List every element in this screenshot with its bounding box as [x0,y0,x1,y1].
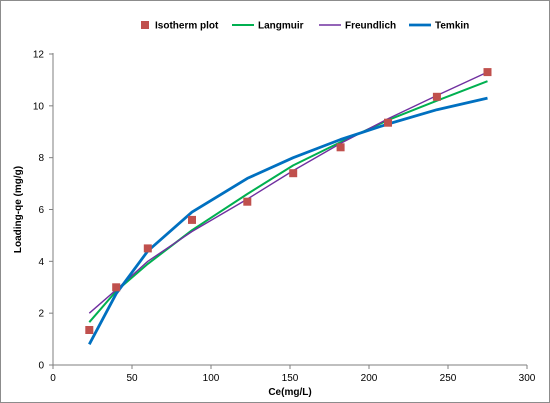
y-tick-label: 8 [38,153,44,164]
plot-area [85,68,492,345]
data-point-marker [143,244,152,253]
y-tick-label: 4 [38,257,44,268]
x-tick-label: 0 [50,373,56,384]
x-tick-label: 50 [126,373,138,384]
data-point-marker [483,68,492,77]
series-line-freundlich [88,71,488,314]
y-tick-label: 12 [33,50,45,61]
data-point-marker [85,326,94,334]
legend-marker-isotherm-plot [141,21,149,29]
y-axis-title: Loading-qe (mg/g) [13,166,24,253]
y-tick-label: 0 [38,361,44,372]
data-point-marker [112,283,121,292]
legend-label: Langmuir [258,21,304,32]
legend-label: Isotherm plot [155,21,219,32]
x-tick-label: 200 [361,373,378,384]
series-line-temkin [88,96,488,345]
axes: 0 50 100 150 200 250 300 0 2 4 6 8 10 12 [33,50,536,385]
x-tick-label: 150 [282,373,299,384]
data-point-marker [384,118,392,127]
data-point-marker [188,215,196,224]
legend-label: Freundlich [345,21,396,32]
x-tick-label: 100 [203,373,220,384]
data-point-marker [336,143,345,152]
y-tick-label: 6 [38,205,44,216]
series-line-langmuir [88,80,488,323]
x-axis-title: Ce(mg/L) [268,387,311,398]
legend-label: Temkin [435,21,469,32]
data-point-marker [243,197,252,206]
x-tick-label: 250 [440,373,457,384]
y-tick-label: 2 [38,309,44,320]
legend: Isotherm plot Langmuir Freundlich Temkin [141,21,469,32]
y-tick-label: 10 [33,101,45,112]
data-point-marker [289,169,298,178]
x-tick-label: 300 [519,373,536,384]
data-point-marker [432,92,441,101]
